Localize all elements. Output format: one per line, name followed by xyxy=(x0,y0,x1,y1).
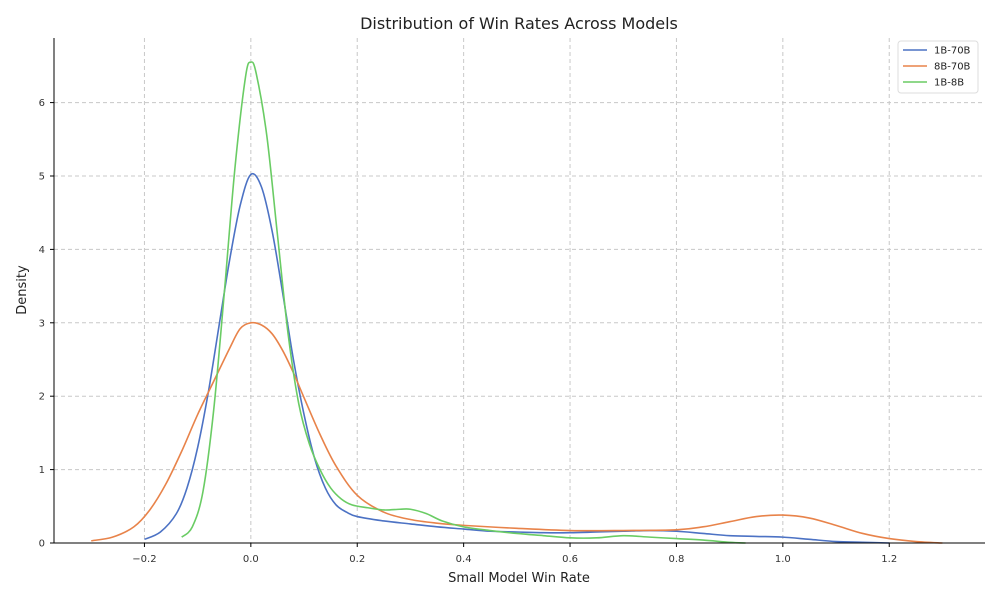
legend-label-1b-8b: 1B-8B xyxy=(934,78,964,89)
y-tick-label: 3 xyxy=(39,318,45,329)
series-lines xyxy=(91,61,943,544)
x-ticks: −0.2 0.0 0.2 0.4 0.6 0.8 1.0 1.2 xyxy=(132,543,897,565)
series-line-1b-8b xyxy=(181,61,746,544)
y-ticks: 0 1 2 3 4 5 6 xyxy=(39,98,54,550)
x-tick-label: −0.2 xyxy=(132,554,156,565)
x-tick-label: 0.6 xyxy=(562,554,578,565)
x-tick-label: 0.4 xyxy=(456,554,472,565)
legend-box xyxy=(897,40,979,94)
x-tick-label: 1.0 xyxy=(775,554,791,565)
legend-label-1b-70b: 1B-70B xyxy=(934,46,971,57)
x-tick-label: 0.8 xyxy=(668,554,684,565)
series-line-1b-70b xyxy=(144,173,890,544)
y-tick-label: 6 xyxy=(39,98,45,109)
y-tick-label: 2 xyxy=(39,392,45,403)
y-tick-label: 1 xyxy=(39,465,45,476)
y-tick-label: 4 xyxy=(39,245,45,256)
y-tick-label: 5 xyxy=(39,171,45,182)
x-axis-label: Small Model Win Rate xyxy=(448,571,590,586)
y-tick-label: 0 xyxy=(39,539,45,550)
y-axis-label: Density xyxy=(15,265,30,315)
chart-title: Distribution of Win Rates Across Models xyxy=(360,14,678,33)
legend-label-8b-70b: 8B-70B xyxy=(934,62,971,73)
legend: 1B-70B 8B-70B 1B-8B xyxy=(897,40,979,94)
series-line-8b-70b xyxy=(91,321,943,544)
x-tick-label: 0.2 xyxy=(349,554,365,565)
x-tick-label: 0.0 xyxy=(243,554,259,565)
axes xyxy=(53,38,985,544)
x-tick-label: 1.2 xyxy=(881,554,897,565)
